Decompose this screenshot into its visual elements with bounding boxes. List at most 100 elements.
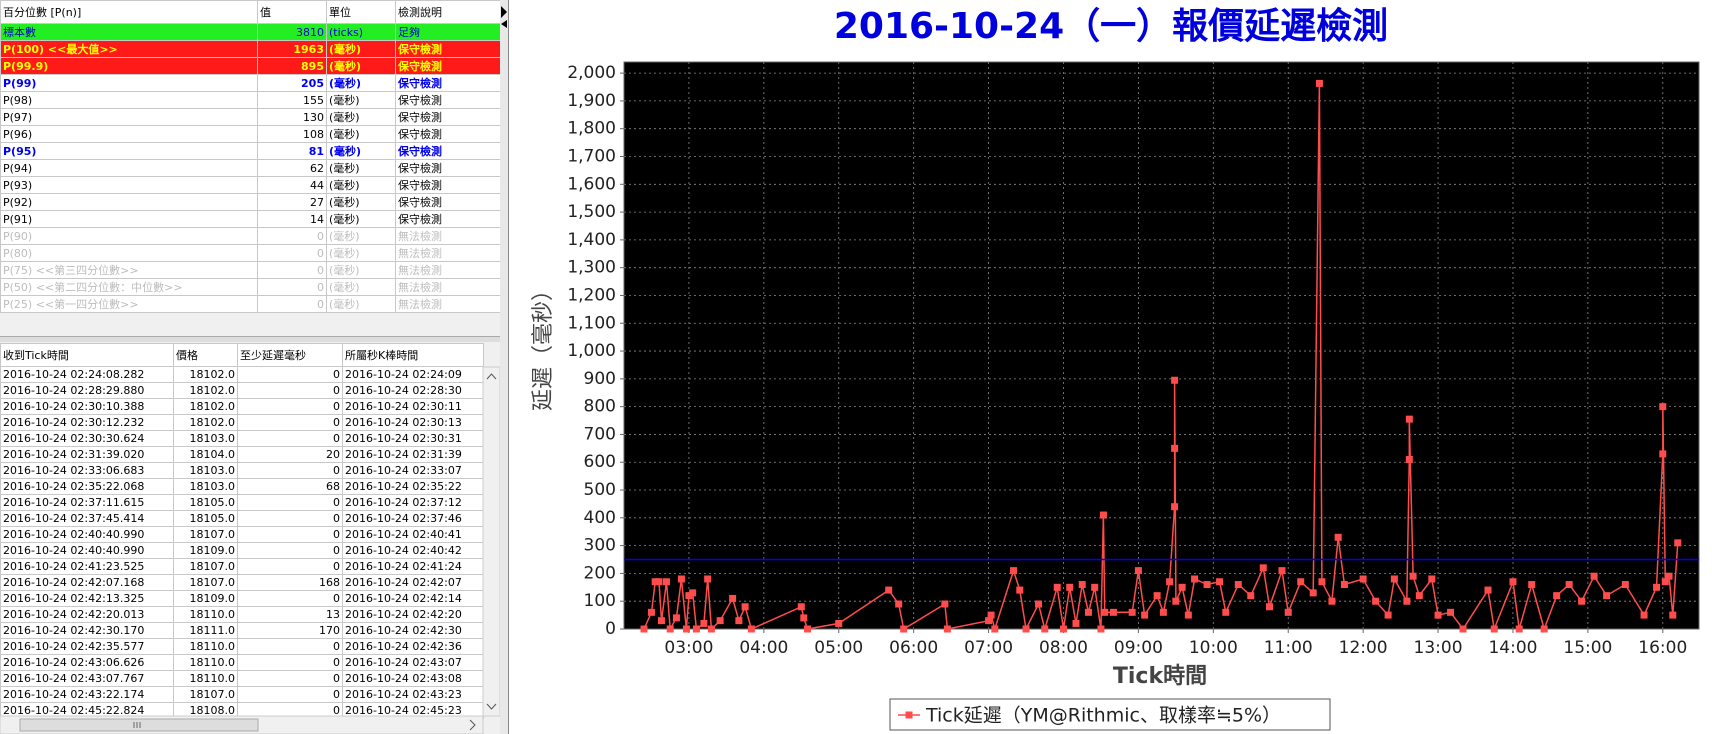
percentile-row: P(99.9) 895 (毫秒) 保守檢測	[0, 57, 501, 75]
y-tick-label: 1,700	[567, 147, 616, 167]
data-point	[1540, 625, 1548, 633]
percentile-value: 130	[257, 108, 327, 126]
tick-cell: 2016-10-24 02:42:35.577	[0, 638, 174, 655]
tick-cell: 18107.0	[173, 574, 238, 591]
tick-cell: 2016-10-24 02:43:22.174	[0, 686, 174, 703]
data-point	[689, 589, 697, 597]
data-point	[1171, 503, 1179, 511]
unit: (毫秒)	[326, 74, 396, 92]
data-point	[1459, 625, 1467, 633]
tick-row: 2016-10-24 02:43:06.626 18110.0 0 2016-10-2…	[0, 654, 484, 671]
data-point	[1141, 611, 1149, 619]
splitter	[0, 336, 500, 342]
note: 無法檢測	[395, 278, 501, 296]
data-point	[1084, 608, 1092, 616]
percentile-row: P(93) 44 (毫秒) 保守檢測	[0, 176, 501, 194]
data-point	[1315, 79, 1323, 87]
data-point	[1109, 608, 1117, 616]
tick-cell: 18107.0	[173, 526, 238, 543]
y-tick-label: 1,900	[567, 91, 616, 111]
tick-cell: 2016-10-24 02:30:11	[342, 398, 484, 415]
data-point	[1072, 619, 1080, 627]
percentile-value: 155	[257, 91, 327, 109]
tick-cell: 2016-10-24 02:42:30	[342, 622, 484, 639]
tick-row: 2016-10-24 02:37:11.615 18105.0 0 2016-10-2…	[0, 494, 484, 511]
tick-row: 2016-10-24 02:28:29.880 18102.0 0 2016-10-2…	[0, 382, 484, 399]
data-point	[672, 614, 680, 622]
tick-row: 2016-10-24 02:30:12.232 18102.0 0 2016-10-2…	[0, 414, 484, 431]
data-point	[804, 625, 812, 633]
unit: (毫秒)	[326, 57, 396, 75]
tick-cell: 2016-10-24 02:42:30.170	[0, 622, 174, 639]
note: 保守檢測	[395, 176, 501, 194]
chart: 2016-10-24（一）報價延遲檢測 Tick時間 延遲（毫秒） 0 100 20…	[531, 5, 1700, 731]
percentile-value: 0	[257, 261, 327, 279]
data-point	[1415, 592, 1423, 600]
data-point	[1259, 564, 1267, 572]
tick-row: 2016-10-24 02:35:22.068 18103.0 68 2016-10-…	[0, 478, 484, 495]
y-tick-label: 100	[584, 591, 616, 611]
tick-row: 2016-10-24 02:40:40.990 18109.0 0 2016-10-2…	[0, 542, 484, 559]
divider-arrow	[501, 6, 507, 28]
percentile-row: P(91) 14 (毫秒) 保守檢測	[0, 210, 501, 228]
data-point	[1171, 376, 1179, 384]
data-point	[741, 603, 749, 611]
tick-cell: 18107.0	[173, 686, 238, 703]
tick-cell: 2016-10-24 02:42:07.168	[0, 574, 174, 591]
unit: (毫秒)	[326, 159, 396, 177]
data-point	[1390, 575, 1398, 583]
data-point	[704, 575, 712, 583]
data-point	[991, 625, 999, 633]
data-point	[1134, 567, 1142, 575]
data-point	[985, 617, 993, 625]
data-point	[1340, 581, 1348, 589]
data-point	[1099, 511, 1107, 519]
data-point	[1128, 608, 1136, 616]
data-point	[655, 578, 663, 586]
note: 足夠	[395, 23, 501, 41]
data-point	[735, 617, 743, 625]
data-point	[1203, 581, 1211, 589]
unit: (毫秒)	[326, 176, 396, 194]
tick-cell: 2016-10-24 02:40:41	[342, 526, 484, 543]
data-point	[1515, 625, 1523, 633]
tick-cell: 18111.0	[173, 622, 238, 639]
percentile-value: 44	[257, 176, 327, 194]
percentile-value: 1963	[257, 40, 327, 58]
legend-box	[889, 698, 1331, 731]
note: 保守檢測	[395, 74, 501, 92]
data-point	[1101, 608, 1109, 616]
unit: (毫秒)	[326, 142, 396, 160]
data-point	[1184, 611, 1192, 619]
data-point	[941, 600, 949, 608]
tick-cell: 2016-10-24 02:40:42	[342, 542, 484, 559]
data-point	[685, 592, 693, 600]
y-tick-label: 1,100	[567, 313, 616, 333]
tick-row: 2016-10-24 02:42:30.170 18111.0 170 2016-10…	[0, 622, 484, 639]
note: 保守檢測	[395, 57, 501, 75]
data-point	[1328, 597, 1336, 605]
data-point	[1434, 611, 1442, 619]
divider	[500, 0, 509, 734]
scrollbars	[0, 366, 500, 734]
data-point	[1661, 578, 1669, 586]
y-tick-label: 400	[584, 508, 616, 528]
column-header: 至少延遲毫秒	[237, 343, 343, 367]
x-tick-label: 16:00	[1638, 638, 1687, 658]
x-tick-label: 08:00	[1039, 638, 1088, 658]
x-tick-label: 09:00	[1114, 638, 1163, 658]
tick-cell: 2016-10-24 02:42:14	[342, 590, 484, 607]
data-point	[1171, 444, 1179, 452]
data-point	[729, 594, 737, 602]
percentile-row: P(94) 62 (毫秒) 保守檢測	[0, 159, 501, 177]
data-point	[747, 625, 755, 633]
data-point	[716, 617, 724, 625]
y-tick-label: 1,500	[567, 202, 616, 222]
percentile-value: 0	[257, 227, 327, 245]
tick-cell: 2016-10-24 02:35:22	[342, 478, 484, 495]
percentile-label: P(50) <<第二四分位數：中位數>>	[0, 278, 258, 296]
note: 無法檢測	[395, 244, 501, 262]
data-point	[1309, 589, 1317, 597]
tick-cell: 2016-10-24 02:42:13.325	[0, 590, 174, 607]
data-point	[1153, 592, 1161, 600]
